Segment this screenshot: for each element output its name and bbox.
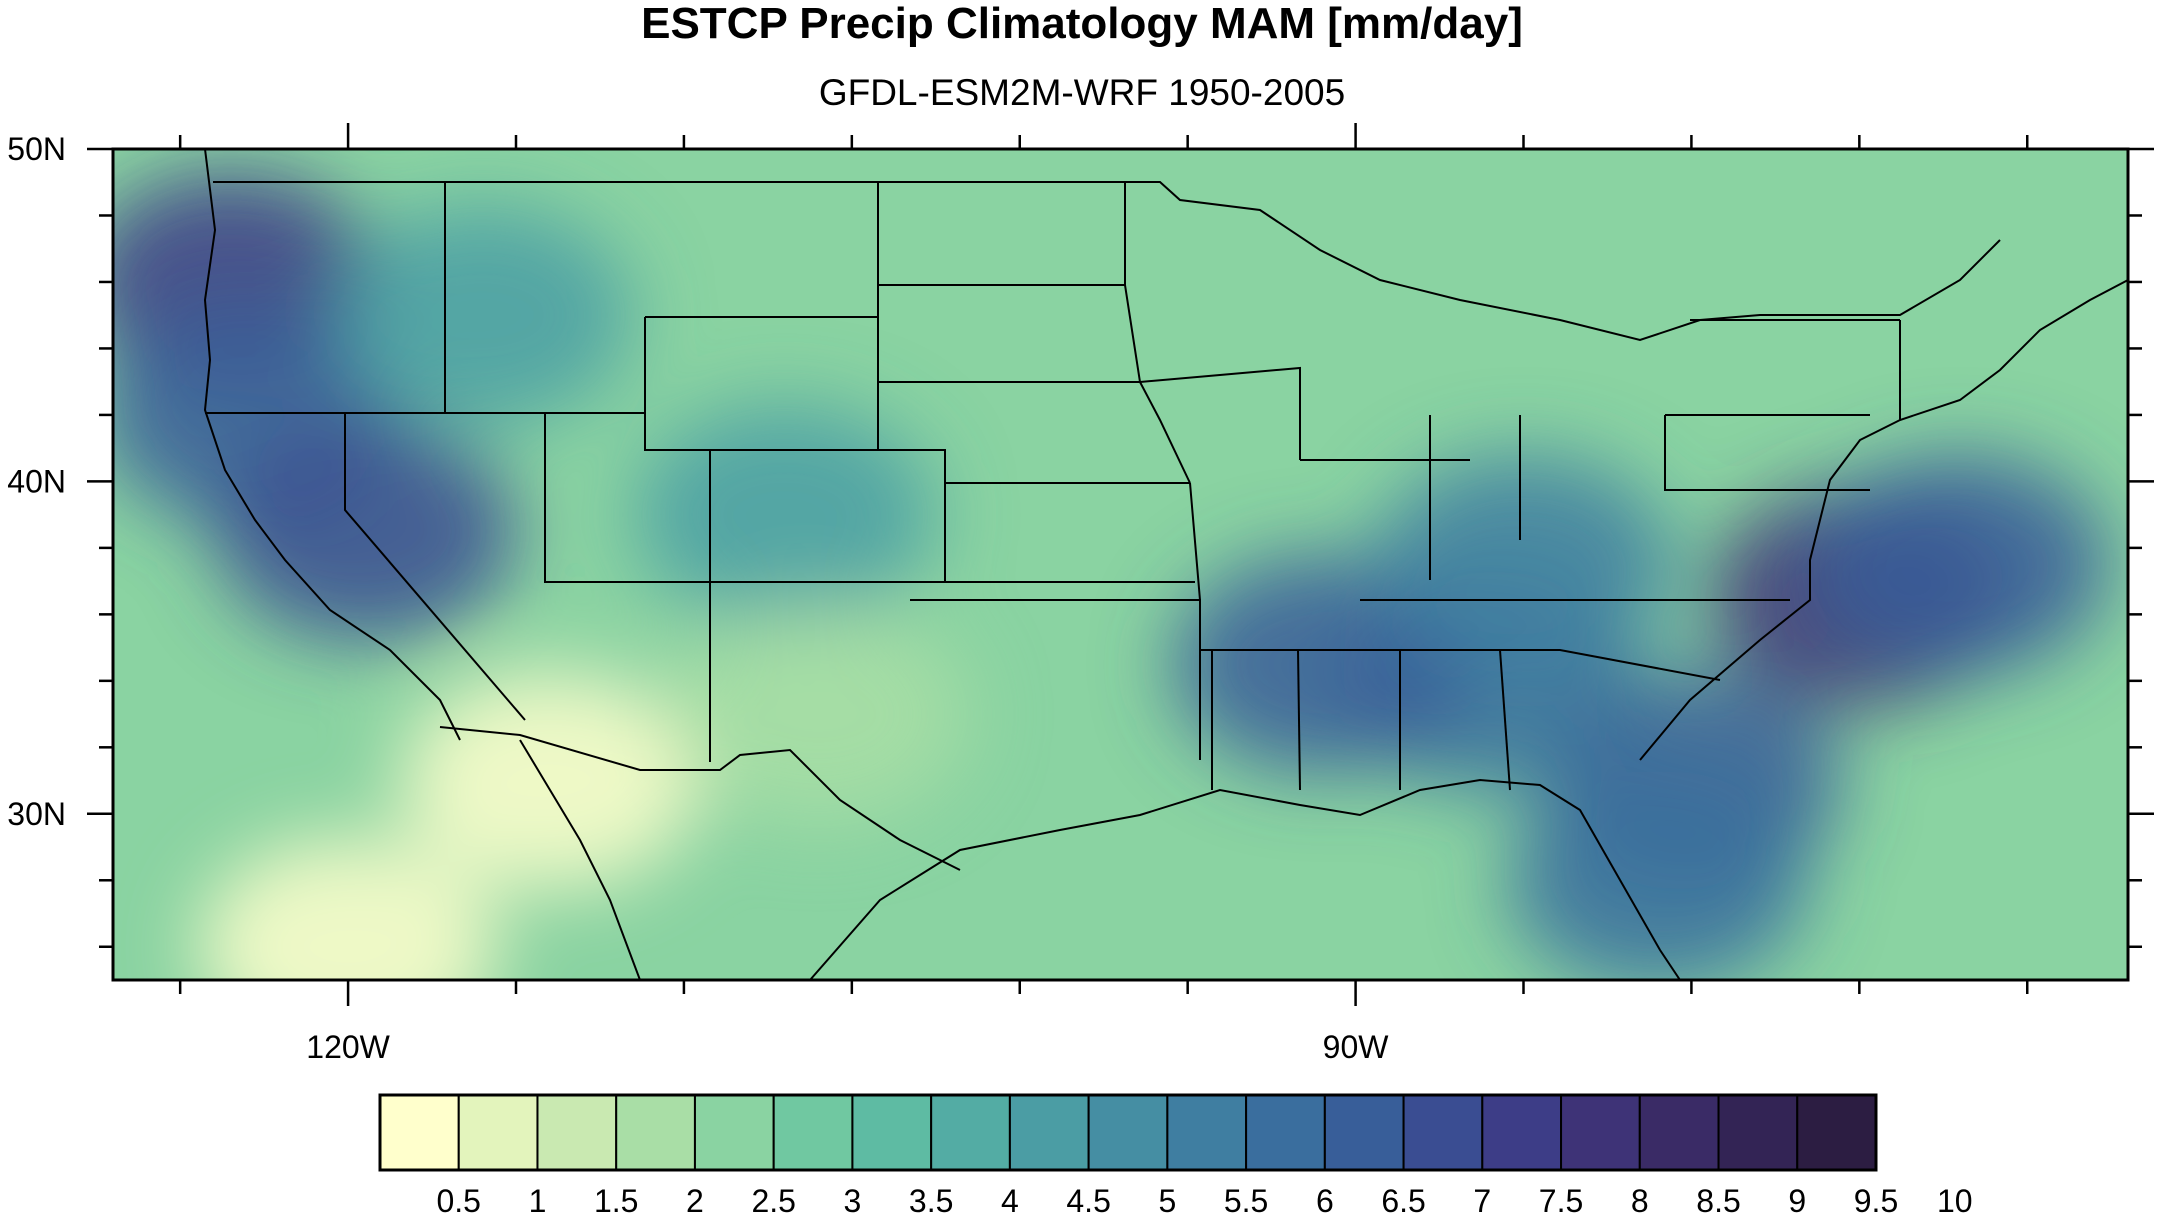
precip-field [113, 171, 2111, 980]
canada-border [213, 181, 2001, 342]
lon-label: 120W [306, 1029, 390, 1065]
colorbar-label: 5 [1158, 1183, 1176, 1213]
precip-blob-6 [1507, 770, 1808, 980]
mexico-border [439, 726, 961, 871]
precip-blob-1 [1810, 454, 2111, 675]
colorbar-swatch [379, 1094, 460, 1171]
state-line-16 [1139, 366, 1301, 460]
colorbar-label: 7 [1473, 1183, 1491, 1213]
baja-coastline [519, 739, 641, 980]
precip-blob-13 [198, 836, 499, 980]
colorbar-swatch [1402, 1094, 1484, 1171]
colorbar-label: 1.5 [594, 1183, 638, 1213]
east-coastline [1639, 279, 2128, 761]
colorbar-swatch [1796, 1094, 1878, 1171]
colorbar-label: 2.5 [751, 1183, 795, 1213]
colorbar-label: 6.5 [1381, 1183, 1425, 1213]
state-line-15 [1189, 482, 1201, 760]
state-line-4 [544, 413, 980, 583]
colorbar-swatch [851, 1094, 933, 1171]
lat-label: 50N [7, 131, 66, 167]
colorbar-swatch [1008, 1094, 1090, 1171]
latitude-labels: 50N 40N 30N [7, 131, 66, 832]
colorbar-label: 5.5 [1224, 1183, 1268, 1213]
colorbar-label: 3.5 [909, 1183, 953, 1213]
map-frame [111, 147, 2130, 982]
precip-blob-14 [668, 604, 969, 825]
axis-ticks [87, 123, 2154, 1006]
lat-label: 40N [7, 463, 66, 499]
colorbar: 0.5 1 1.5 2 2.5 3 3.5 4 4.5 5 5.5 6 6.5 7 7.5 8 8.5 9 9.5 1… [378, 1093, 1973, 1213]
colorbar-swatch [1560, 1094, 1641, 1171]
colorbar-label: 10 [1937, 1183, 1973, 1213]
longitude-labels: 120W 90W [306, 1029, 1389, 1065]
colorbar-label: 9.5 [1854, 1183, 1898, 1213]
colorbar-label: 8 [1631, 1183, 1649, 1213]
state-boundaries [203, 149, 2128, 980]
colorbar-label: 4 [1001, 1183, 1019, 1213]
colorbar-swatch [615, 1094, 696, 1171]
state-line-5 [644, 317, 711, 762]
west-coastline [203, 149, 461, 741]
colorbar-swatch [1481, 1094, 1563, 1171]
colorbar-swatch [1166, 1094, 1248, 1171]
state-line-21 [1297, 649, 1301, 791]
colorbar-label: 3 [844, 1183, 862, 1213]
colorbar-label: 4.5 [1066, 1183, 1110, 1213]
precip-blob-11 [634, 404, 935, 625]
colorbar-swatch [1245, 1094, 1326, 1171]
state-line-6 [710, 449, 946, 582]
colorbar-label: 9 [1788, 1183, 1806, 1213]
state-line-19 [1200, 649, 1721, 681]
colorbar-label: 7.5 [1539, 1183, 1583, 1213]
map-panel [113, 149, 2128, 980]
colorbar-swatch [536, 1094, 618, 1171]
colorbar-swatch [1638, 1094, 1720, 1171]
colorbar-label: 0.5 [436, 1183, 480, 1213]
colorbar-frame [378, 1093, 1878, 1172]
state-line-2 [344, 413, 526, 721]
precip-blob-12 [399, 670, 700, 891]
colorbar-swatch [1323, 1094, 1405, 1171]
state-line-26 [1664, 415, 1870, 491]
precip-blob-5 [1373, 454, 1674, 675]
colorbar-swatch [1087, 1094, 1169, 1171]
lon-label: 90W [1323, 1029, 1390, 1065]
colorbar-swatch [772, 1094, 854, 1171]
lat-label: 30N [7, 796, 66, 832]
gulf-coastline [809, 778, 1681, 980]
colorbar-label: 2 [686, 1183, 704, 1213]
colorbar-swatch [1717, 1094, 1799, 1171]
precip-blob-9 [214, 421, 515, 642]
state-line-23 [1499, 649, 1511, 791]
colorbar-swatch [930, 1094, 1011, 1171]
colorbar-label: 8.5 [1696, 1183, 1740, 1213]
map-title: ESTCP Precip Climatology MAM [mm/day] [641, 0, 1523, 48]
precip-blob-10 [332, 205, 633, 426]
colorbar-swatch [457, 1094, 539, 1171]
colorbar-label: 1 [529, 1183, 547, 1213]
map-subtitle: GFDL-ESM2M-WRF 1950-2005 [818, 72, 1346, 113]
colorbar-swatch [693, 1094, 775, 1171]
colorbar-label: 6 [1316, 1183, 1334, 1213]
